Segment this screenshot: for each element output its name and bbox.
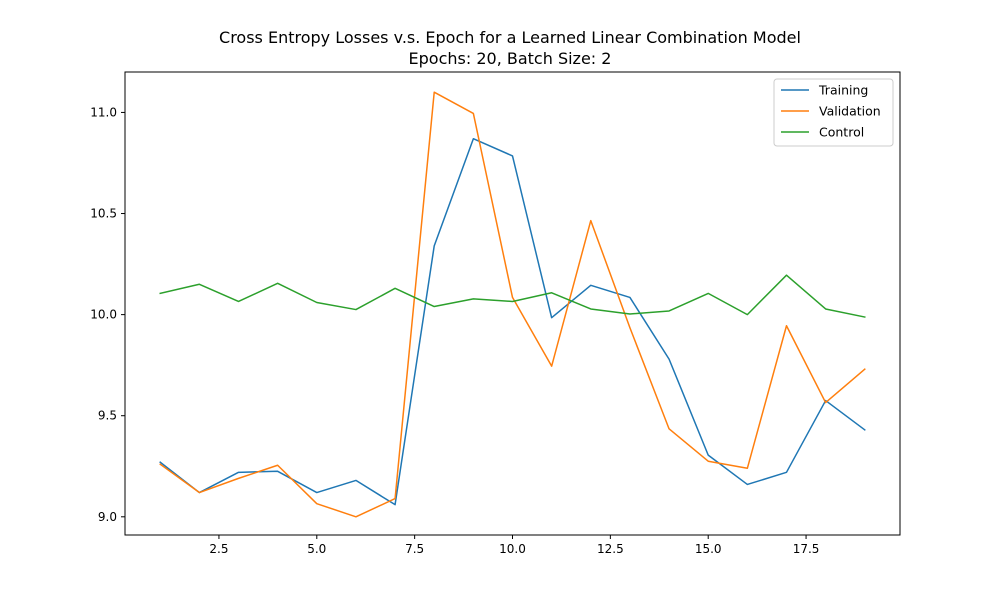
series-line-control [159,274,866,318]
y-tick-label: 10.0 [90,308,117,322]
x-tick-label: 5.0 [307,542,326,556]
plot-area [159,91,866,518]
y-tick-label: 11.0 [90,105,117,119]
x-tick-label: 10.0 [499,542,526,556]
x-tick-label: 2.5 [209,542,228,556]
chart-title: Cross Entropy Losses v.s. Epoch for a Le… [219,28,801,47]
y-tick-label: 9.5 [98,409,117,423]
legend: Training Validation Control [773,78,894,147]
series-line-validation [159,91,866,518]
series-line-training [159,137,866,506]
x-tick-label: 15.0 [695,542,722,556]
y-tick-label: 10.5 [90,207,117,221]
x-tick-label: 17.5 [793,542,820,556]
x-axis: 2.5 5.0 7.5 10.0 12.5 15.0 17.5 [209,535,819,556]
x-tick-label: 12.5 [597,542,624,556]
x-tick-label: 7.5 [405,542,424,556]
legend-label-validation: Validation [819,104,881,119]
legend-label-control: Control [819,125,864,140]
y-axis: 9.0 9.5 10.0 10.5 11.0 [90,105,125,524]
y-tick-label: 9.0 [98,510,117,524]
chart-subtitle: Epochs: 20, Batch Size: 2 [409,49,612,68]
legend-label-training: Training [818,83,868,98]
legend-box [773,78,894,147]
